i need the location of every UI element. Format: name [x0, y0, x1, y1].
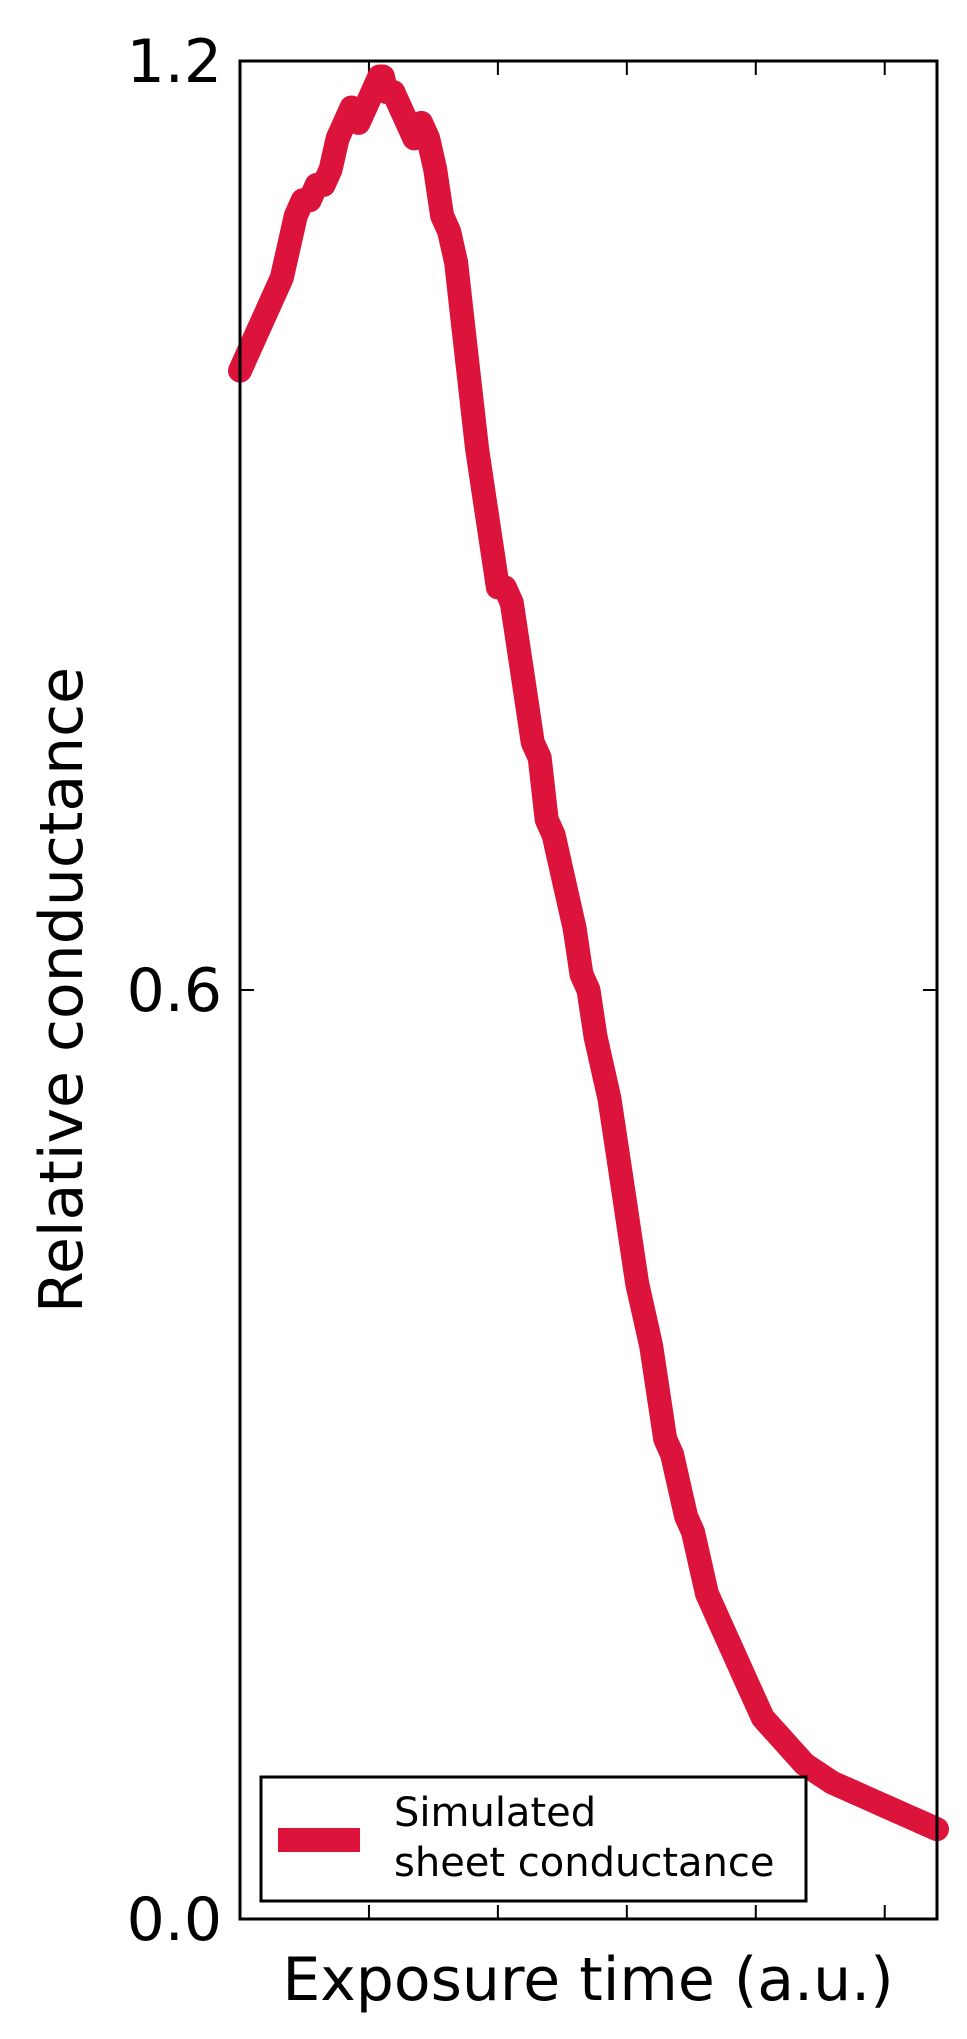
- legend-label-line1: Simulated: [394, 1790, 596, 1836]
- y-tick-label-2: 1.2: [127, 27, 222, 97]
- legend: Simulated sheet conductance: [259, 1775, 808, 1903]
- legend-label-line2: sheet conductance: [394, 1840, 775, 1886]
- y-axis-label: Relative conductance: [27, 667, 97, 1313]
- x-axis-label: Exposure time (a.u.): [282, 1945, 893, 2015]
- series-line: [228, 64, 949, 1842]
- y-tick-label-1: 0.6: [127, 956, 222, 1026]
- y-tick-labels: 0.0 0.6 1.2: [127, 27, 222, 1955]
- plot-frame: [238, 59, 939, 1921]
- y-tick-label-0: 0.0: [127, 1885, 222, 1955]
